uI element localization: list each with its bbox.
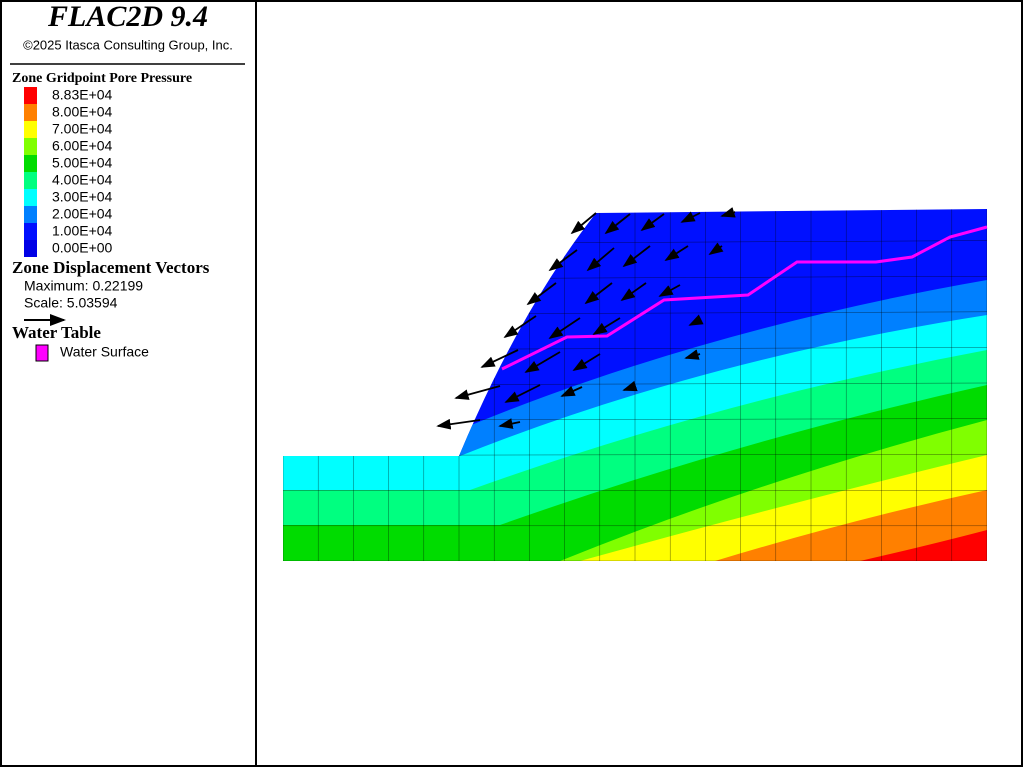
displacement-vectors [436,207,736,430]
legend-swatch [24,155,37,172]
legend-label: 2.00E+04 [52,206,113,222]
legend-label: 5.00E+04 [52,155,113,171]
legend-title: Zone Displacement Vectors [12,258,210,277]
legend-label: 7.00E+04 [52,121,113,137]
legend-swatch [35,344,49,362]
water-surface [501,225,988,371]
contour-plot [283,209,987,561]
legend-swatch [24,87,37,104]
band [283,490,987,561]
legend-swatch [24,223,37,240]
legend-swatch [24,189,37,206]
legend-title: Zone Gridpoint Pore Pressure [12,71,192,86]
legend-label: 1.00E+04 [52,223,113,239]
copyright: ©2025 Itasca Consulting Group, Inc. [23,37,233,52]
legend-label: 8.00E+04 [52,104,113,120]
legend-swatch [24,121,37,138]
title: FLAC2D 9.4 [47,0,208,33]
legend-text: Maximum: 0.22199 [24,278,143,294]
mesh-line [283,209,987,210]
legend-label: 6.00E+04 [52,138,113,154]
legend-label: 8.83E+04 [52,87,113,103]
legend-title: Water Table [12,323,101,342]
legend-label: 4.00E+04 [52,172,113,188]
legend-label: 0.00E+00 [52,240,113,256]
legend-swatch [24,138,37,155]
water-legend: Water Surface [35,344,149,362]
legend-swatch [24,172,37,189]
pore-legend: 8.83E+048.00E+047.00E+046.00E+045.00E+04… [24,87,113,257]
legend-label: Water Surface [60,344,149,360]
legend-swatch [24,104,37,121]
legend-swatch [24,240,37,257]
legend-text: Scale: 5.03594 [24,295,118,311]
legend-label: 3.00E+04 [52,189,113,205]
legend-swatch [24,206,37,223]
